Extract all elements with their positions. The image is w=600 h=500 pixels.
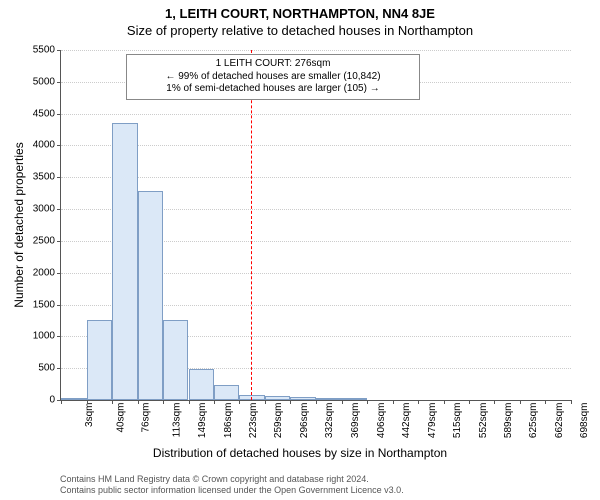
x-tick-label: 369sqm [350, 403, 361, 439]
histogram-bar [290, 397, 316, 400]
x-tick-label: 406sqm [376, 403, 387, 439]
y-tick [57, 209, 61, 210]
y-tick-label: 0 [49, 395, 55, 406]
histogram-bar [189, 369, 215, 400]
x-tick-label: 76sqm [140, 403, 151, 433]
page-subtitle: Size of property relative to detached ho… [0, 21, 600, 38]
y-axis-label: Number of detached properties [12, 142, 26, 307]
annotation-line-1: 1 LEITH COURT: 276sqm [133, 58, 413, 71]
y-tick-label: 500 [38, 363, 55, 374]
y-tick [57, 305, 61, 306]
histogram-bar [138, 191, 163, 400]
x-tick-label: 552sqm [478, 403, 489, 439]
histogram-bar [214, 385, 239, 400]
annotation-box: 1 LEITH COURT: 276sqm← 99% of detached h… [126, 54, 420, 100]
x-tick [316, 400, 317, 404]
x-tick [367, 400, 368, 404]
chart-container: 1, LEITH COURT, NORTHAMPTON, NN4 8JE Siz… [0, 0, 600, 500]
x-tick-label: 149sqm [197, 403, 208, 439]
x-tick [494, 400, 495, 404]
histogram-bar [342, 398, 367, 400]
x-tick [342, 400, 343, 404]
reference-line [251, 50, 252, 400]
annotation-line-3: 1% of semi-detached houses are larger (1… [133, 83, 413, 96]
x-tick-label: 186sqm [223, 403, 234, 439]
y-tick-label: 4500 [33, 108, 55, 119]
x-tick [393, 400, 394, 404]
footer-line-1: Contains HM Land Registry data © Crown c… [60, 474, 404, 485]
histogram-bar [316, 398, 342, 400]
x-tick [61, 400, 62, 404]
gridline [61, 50, 571, 51]
x-tick-label: 223sqm [248, 403, 259, 439]
x-tick [444, 400, 445, 404]
y-tick-label: 2000 [33, 267, 55, 278]
x-tick-label: 40sqm [115, 403, 126, 433]
x-tick [138, 400, 139, 404]
y-tick-label: 5500 [33, 45, 55, 56]
x-tick-label: 259sqm [273, 403, 284, 439]
x-tick [163, 400, 164, 404]
y-tick [57, 82, 61, 83]
y-tick [57, 273, 61, 274]
y-tick [57, 177, 61, 178]
x-tick [189, 400, 190, 404]
x-tick [418, 400, 419, 404]
x-axis-label: Distribution of detached houses by size … [0, 446, 600, 460]
y-tick [57, 50, 61, 51]
footer-attribution: Contains HM Land Registry data © Crown c… [60, 474, 404, 496]
plot-region: 0500100015002000250030003500400045005000… [60, 50, 571, 401]
x-tick-label: 113sqm [171, 403, 182, 438]
x-tick [571, 400, 572, 404]
y-tick-label: 1500 [33, 299, 55, 310]
histogram-bar [61, 398, 87, 400]
x-tick [87, 400, 88, 404]
x-tick-label: 515sqm [452, 403, 463, 439]
y-tick-label: 1000 [33, 331, 55, 342]
x-tick [214, 400, 215, 404]
y-tick [57, 368, 61, 369]
x-tick-label: 589sqm [503, 403, 514, 439]
histogram-bar [87, 320, 112, 400]
x-tick [469, 400, 470, 404]
x-tick [112, 400, 113, 404]
x-tick [520, 400, 521, 404]
footer-line-2: Contains public sector information licen… [60, 485, 404, 496]
x-tick-label: 296sqm [299, 403, 310, 439]
y-tick-label: 3500 [33, 172, 55, 183]
x-tick [545, 400, 546, 404]
x-tick-label: 442sqm [401, 403, 412, 439]
y-tick [57, 336, 61, 337]
x-tick-label: 332sqm [324, 403, 335, 439]
x-tick-label: 698sqm [579, 403, 590, 439]
histogram-bar [239, 395, 265, 400]
x-tick-label: 662sqm [554, 403, 565, 439]
annotation-line-2: ← 99% of detached houses are smaller (10… [133, 71, 413, 84]
chart-area: 0500100015002000250030003500400045005000… [60, 50, 570, 400]
gridline [61, 114, 571, 115]
page-title: 1, LEITH COURT, NORTHAMPTON, NN4 8JE [0, 0, 600, 21]
y-tick [57, 114, 61, 115]
y-tick [57, 145, 61, 146]
y-tick-label: 5000 [33, 76, 55, 87]
x-tick [290, 400, 291, 404]
histogram-bar [265, 396, 290, 400]
x-tick [239, 400, 240, 404]
histogram-bar [163, 320, 189, 400]
x-tick-label: 479sqm [427, 403, 438, 439]
x-tick-label: 625sqm [528, 403, 539, 439]
y-tick-label: 4000 [33, 140, 55, 151]
y-tick-label: 3000 [33, 204, 55, 215]
x-tick [265, 400, 266, 404]
y-tick [57, 241, 61, 242]
histogram-bar [112, 123, 138, 400]
y-tick-label: 2500 [33, 235, 55, 246]
x-tick-label: 3sqm [84, 403, 95, 427]
